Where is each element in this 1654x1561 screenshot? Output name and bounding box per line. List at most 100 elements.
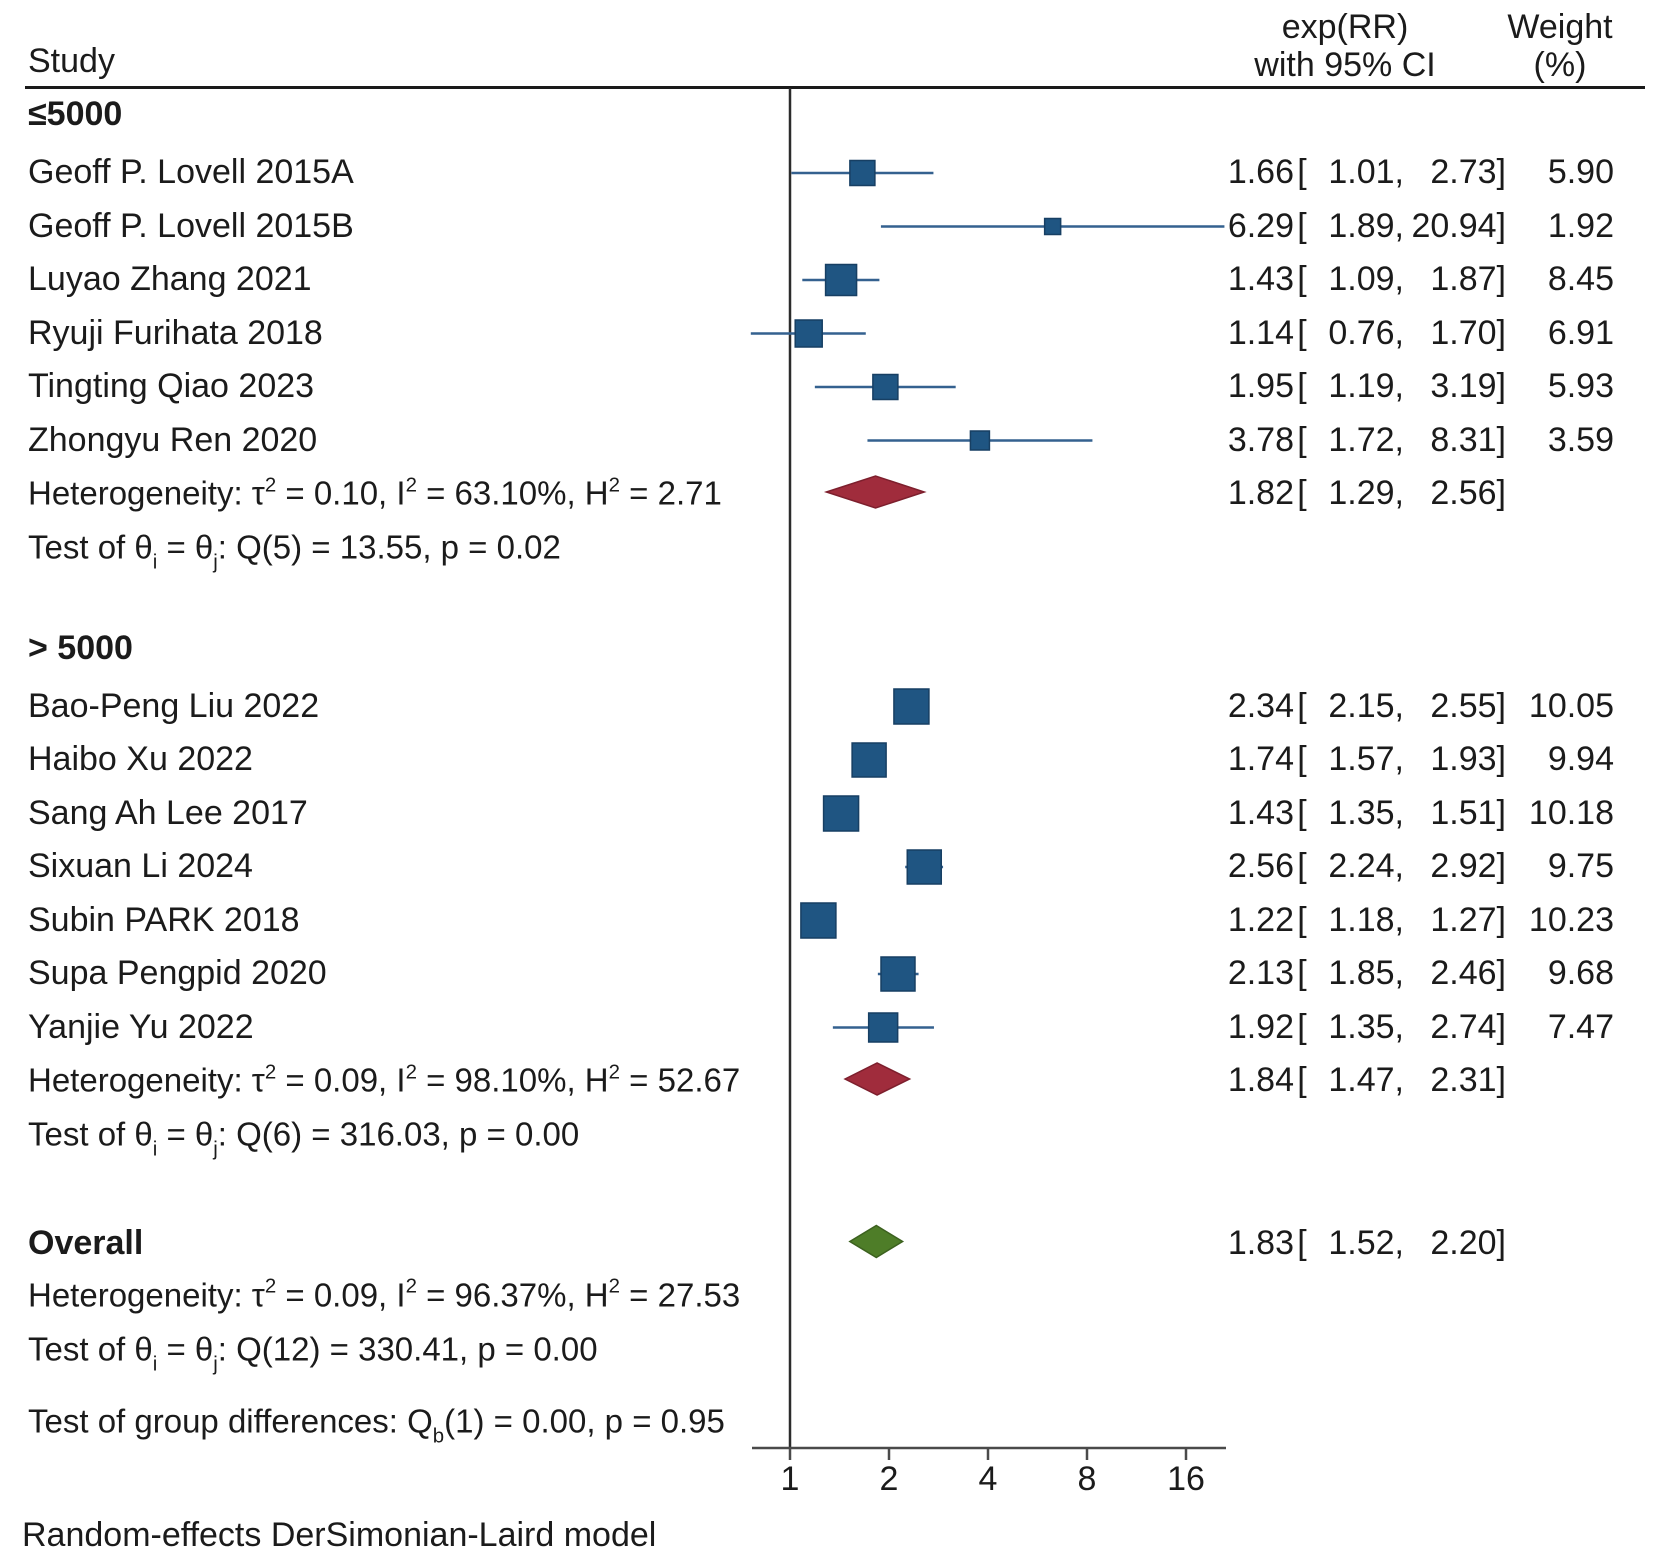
effect-ci-lower: 1.19, [1328, 367, 1404, 406]
effect-ci-lower: 1.89, [1328, 206, 1404, 245]
column-header-study: Study [28, 42, 115, 81]
effect-estimate: 1.14 [1227, 313, 1294, 352]
study-point-square [794, 319, 823, 348]
column-header-weight-line2: (%) [1533, 46, 1587, 85]
test-line: Test of θi = θj: Q(6) = 316.03, p = 0.00 [28, 1115, 580, 1161]
effect-ci-upper: 1.93] [1430, 740, 1506, 779]
axis-tick-label: 8 [1077, 1460, 1097, 1499]
effect-ci-upper: 2.46] [1430, 954, 1506, 993]
model-note: Random-effects DerSimonian-Laird model [22, 1516, 657, 1555]
effect-ci-lower: 1.52, [1328, 1223, 1404, 1262]
effect-bracket: [ [1297, 1007, 1307, 1046]
effect-bracket: [ [1297, 420, 1307, 459]
effect-ci-upper: 1.70] [1430, 313, 1506, 352]
effect-estimate: 1.43 [1227, 260, 1294, 299]
group-header: ≤5000 [28, 95, 123, 134]
weight-value: 3.59 [1547, 420, 1614, 459]
effect-bracket: [ [1297, 793, 1307, 832]
overall-summary-diamond [848, 1224, 905, 1259]
effect-estimate: 1.92 [1227, 1007, 1294, 1046]
effect-ci-upper: 2.55] [1430, 686, 1506, 725]
effect-bracket: [ [1297, 954, 1307, 993]
study-point-square [867, 1012, 899, 1043]
effect-ci-upper: 1.27] [1430, 900, 1506, 939]
effect-estimate: 1.74 [1227, 740, 1294, 779]
weight-value: 9.68 [1547, 954, 1614, 993]
study-label: Geoff P. Lovell 2015B [28, 206, 354, 245]
effect-ci-upper: 8.31] [1430, 420, 1506, 459]
study-point-square [824, 263, 858, 297]
effect-bracket: [ [1297, 686, 1307, 725]
study-label: Zhongyu Ren 2020 [28, 420, 318, 459]
effect-ci-upper: 2.20] [1430, 1223, 1506, 1262]
study-label: Bao-Peng Liu 2022 [28, 686, 320, 725]
effect-bracket: [ [1297, 206, 1307, 245]
heterogeneity-line: Heterogeneity: τ2 = 0.09, I2 = 98.10%, H… [28, 1060, 741, 1099]
study-label: Sang Ah Lee 2017 [28, 793, 308, 832]
effect-ci-upper: 2.56] [1430, 474, 1506, 513]
column-header-weight-line1: Weight [1507, 8, 1613, 47]
effect-bracket: [ [1297, 474, 1307, 513]
heterogeneity-line: Heterogeneity: τ2 = 0.10, I2 = 63.10%, H… [28, 473, 722, 512]
study-point-square [906, 849, 943, 885]
axis-tick-label: 2 [879, 1460, 899, 1499]
effect-bracket: [ [1297, 1223, 1307, 1262]
study-point-square [849, 159, 876, 187]
subgroup-summary-diamond [843, 1062, 912, 1096]
weight-value: 10.23 [1528, 900, 1614, 939]
group-differences-line: Test of group differences: Qb(1) = 0.00,… [28, 1402, 725, 1448]
weight-value: 9.75 [1547, 847, 1614, 886]
study-point-square [880, 956, 916, 992]
study-label: Tingting Qiao 2023 [28, 367, 315, 406]
effect-estimate: 3.78 [1227, 420, 1294, 459]
effect-bracket: [ [1297, 367, 1307, 406]
weight-value: 1.92 [1547, 206, 1614, 245]
effect-bracket: [ [1297, 900, 1307, 939]
weight-value: 6.91 [1547, 313, 1614, 352]
effect-estimate: 1.95 [1227, 367, 1294, 406]
study-label: Luyao Zhang 2021 [28, 260, 312, 299]
effect-ci-upper: 1.87] [1430, 260, 1506, 299]
study-label: Supa Pengpid 2020 [28, 954, 327, 993]
weight-value: 5.90 [1547, 153, 1614, 192]
effect-ci-lower: 1.29, [1328, 474, 1404, 513]
effect-ci-upper: 3.19] [1430, 367, 1506, 406]
effect-ci-upper: 2.31] [1430, 1061, 1506, 1100]
effect-bracket: [ [1297, 847, 1307, 886]
effect-ci-upper: 20.94] [1411, 206, 1506, 245]
column-header-effect-line1: exp(RR) [1281, 8, 1409, 47]
effect-estimate: 2.56 [1227, 847, 1294, 886]
study-point-square [872, 373, 899, 401]
test-line: Test of θi = θj: Q(5) = 13.55, p = 0.02 [28, 528, 561, 574]
effect-bracket: [ [1297, 313, 1307, 352]
study-point-square [800, 902, 837, 939]
effect-bracket: [ [1297, 1061, 1307, 1100]
effect-estimate: 6.29 [1227, 206, 1294, 245]
weight-value: 10.05 [1528, 686, 1614, 725]
effect-ci-lower: 1.35, [1328, 793, 1404, 832]
study-point-square [851, 742, 887, 778]
effect-estimate: 1.43 [1227, 793, 1294, 832]
effect-ci-upper: 1.51] [1430, 793, 1506, 832]
axis-tick-label: 16 [1167, 1460, 1205, 1499]
effect-ci-upper: 2.73] [1430, 153, 1506, 192]
effect-ci-lower: 1.01, [1328, 153, 1404, 192]
effect-estimate: 1.84 [1227, 1061, 1294, 1100]
axis-tick-label: 4 [978, 1460, 998, 1499]
study-label: Geoff P. Lovell 2015A [28, 153, 354, 192]
study-point-square [969, 430, 991, 451]
overall-heterogeneity-line: Heterogeneity: τ2 = 0.09, I2 = 96.37%, H… [28, 1275, 741, 1314]
effect-estimate: 1.22 [1227, 900, 1294, 939]
weight-value: 10.18 [1528, 793, 1614, 832]
effect-ci-lower: 2.15, [1328, 686, 1404, 725]
effect-ci-upper: 2.92] [1430, 847, 1506, 886]
weight-value: 5.93 [1547, 367, 1614, 406]
group-header: > 5000 [28, 628, 133, 667]
effect-bracket: [ [1297, 740, 1307, 779]
study-label: Haibo Xu 2022 [28, 740, 253, 779]
study-label: Yanjie Yu 2022 [28, 1007, 254, 1046]
study-point-square [1043, 217, 1062, 236]
effect-ci-lower: 1.09, [1328, 260, 1404, 299]
effect-ci-lower: 1.35, [1328, 1007, 1404, 1046]
